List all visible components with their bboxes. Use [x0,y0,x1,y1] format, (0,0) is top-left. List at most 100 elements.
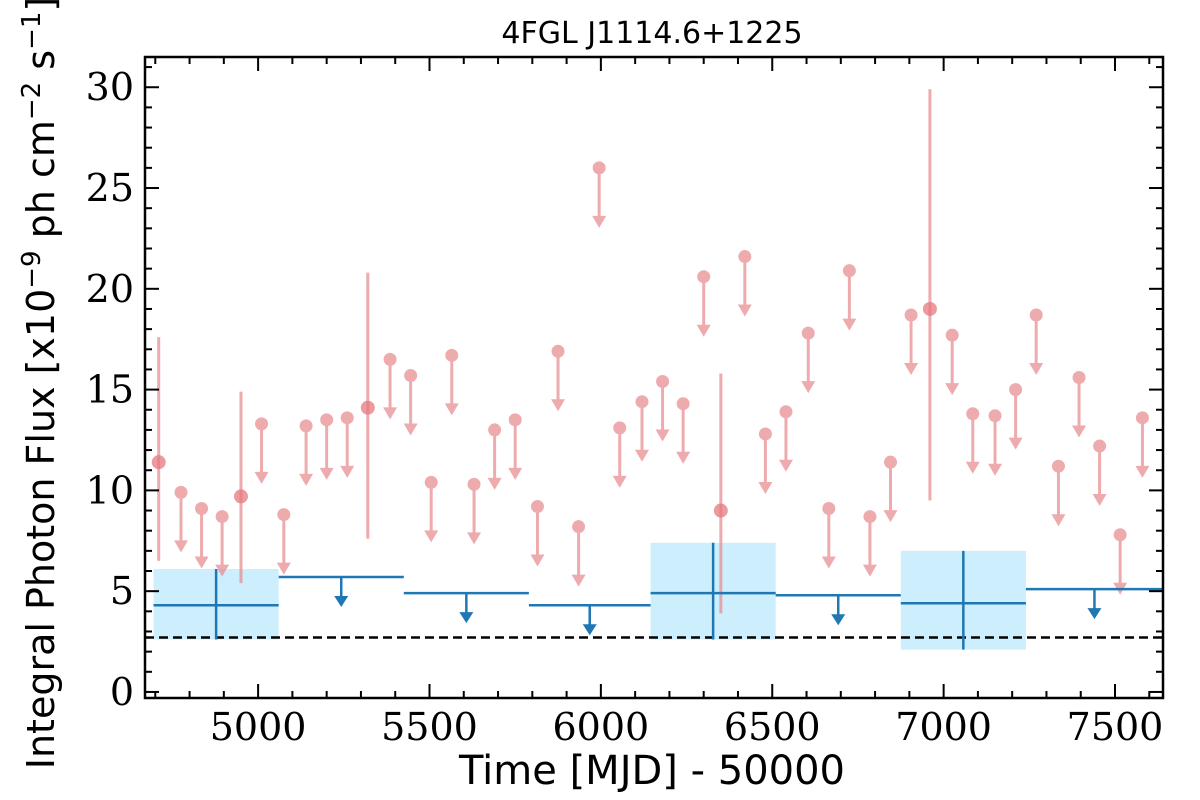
short-bin-upper-limit-37 [1029,308,1044,376]
x-tick-label: 7000 [895,705,992,749]
short-bin-upper-limit-12 [467,477,482,545]
short-bin-detection-4 [922,89,937,501]
short-bin-upper-limit-14 [508,413,523,480]
long-bin-upper-limit-3 [775,593,901,626]
short-bin-arrow-head [254,471,269,484]
short-bin-arrow-head [821,556,836,569]
y-tick-label: 30 [86,65,134,109]
short-bin-upper-limit-18 [592,161,607,228]
short-bin-marker [592,161,606,175]
short-bin-arrow-head [676,451,691,464]
short-bin-arrow-head [215,564,230,577]
short-bin-arrow-head [1051,514,1066,527]
short-bin-marker [424,475,438,489]
short-bin-upper-limit-19 [612,421,627,488]
long-bin-detection-1 [650,542,776,640]
long-bin-arrow-head [831,614,846,626]
short-bin-marker [945,328,959,342]
short-bin-marker [1029,308,1043,322]
short-bin-marker [340,411,354,425]
short-bin-upper-limit-16 [551,344,566,412]
short-bin-arrow-head [1092,494,1107,507]
y-tick-label: 25 [86,166,134,210]
short-bin-arrow-head [444,403,459,416]
short-bin-arrow-head [883,510,898,523]
short-bin-marker [904,308,918,322]
short-bin-marker [635,395,649,409]
short-bin-arrow-head [945,383,960,396]
short-bin-upper-limit-3 [254,417,269,484]
short-bin-arrow-head [737,304,752,317]
short-bin-arrow-head [635,449,650,462]
short-bin-arrow-head [612,475,627,488]
short-bin-arrow-head [403,423,418,436]
short-bin-marker [863,510,877,524]
x-tick-label: 7500 [1067,705,1164,749]
short-bin-upper-limit-1 [194,502,209,569]
short-bin-arrow-head [424,530,439,543]
long-bin-upper-limit-0 [278,575,404,608]
y-tick-label: 0 [110,670,134,714]
short-bin-marker [758,427,772,441]
y-axis-label-suffix: ] [19,0,63,12]
short-bin-marker [360,400,375,415]
short-bin-upper-limit-23 [696,270,711,337]
short-bin-marker [738,250,752,264]
y-tick-label: 5 [110,569,134,613]
long-bin-detection-2 [900,550,1026,650]
short-bin-upper-limit-35 [988,409,1003,476]
short-bin-marker [277,508,291,522]
short-bin-upper-limit-20 [635,395,650,462]
short-bin-upper-limit-11 [444,348,459,416]
short-bin-marker [508,413,522,427]
short-bin-marker [842,264,856,278]
y-axis-label-s: s [19,50,63,82]
long-bin-arrow-head [1087,608,1102,620]
short-bin-arrow-head [655,429,670,442]
short-bin-marker [713,503,728,518]
short-bin-marker [383,352,397,366]
short-bin-arrow-head [173,540,188,553]
short-bin-upper-limit-2 [215,510,230,577]
short-bin-upper-limit-28 [821,502,836,569]
short-bin-marker [488,423,502,437]
short-bin-marker [215,510,229,524]
short-bin-upper-limit-22 [676,397,691,464]
short-bin-upper-limit-36 [1008,383,1023,450]
short-bin-upper-limit-8 [383,352,398,420]
short-bin-upper-limit-26 [778,405,793,472]
short-bin-arrow-head [1135,465,1150,478]
short-bin-arrow-head [571,574,586,587]
short-bin-marker [779,405,793,419]
short-bin-marker [801,326,815,340]
x-tick-label: 5500 [381,705,478,749]
short-bin-detection-1 [233,391,248,584]
short-bin-arrow-head [319,467,334,480]
short-bin-upper-limit-41 [1113,528,1128,595]
short-bin-detection-2 [360,272,375,539]
y-tick-label: 10 [86,468,134,512]
x-tick-label: 6000 [553,705,650,749]
y-axis-label-prefix: Integral Photon Flux [x10 [19,289,63,770]
short-bin-upper-limit-9 [403,368,418,436]
plot-area [145,89,1163,650]
short-bin-arrow-head [904,363,919,376]
short-bin-marker [1009,383,1023,397]
long-bin-arrow-head [459,612,474,624]
short-bin-marker [320,413,334,427]
short-bin-upper-limit-10 [424,475,439,543]
short-bin-upper-limit-27 [801,326,816,394]
short-bin-marker [467,477,481,491]
x-axis-label: Time [MJD] - 50000 [458,748,845,794]
short-bin-arrow-head [1029,363,1044,376]
short-bin-upper-limit-42 [1135,411,1150,478]
x-tick-label: 6500 [724,705,821,749]
short-bin-marker [551,344,565,358]
short-bin-arrow-head [508,467,523,480]
short-bin-arrow-head [487,477,502,490]
short-bin-marker [1051,459,1065,473]
short-bin-arrow-head [965,461,980,474]
short-bin-arrow-head [194,556,209,569]
short-bin-marker [697,270,711,284]
